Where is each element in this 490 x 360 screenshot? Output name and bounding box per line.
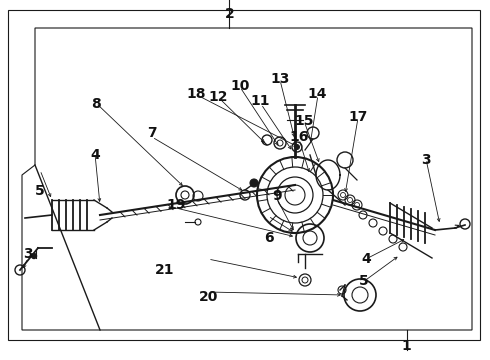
Circle shape [250,179,258,187]
Text: 5: 5 [359,274,368,288]
Text: 11: 11 [251,94,270,108]
Text: 21: 21 [154,263,174,277]
Text: 9: 9 [272,189,282,203]
Text: 20: 20 [198,290,218,304]
Text: 16: 16 [289,130,309,144]
Circle shape [31,253,36,258]
Text: 13: 13 [270,72,290,86]
Text: 4: 4 [362,252,371,266]
Text: 12: 12 [208,90,228,104]
Text: 7: 7 [147,126,157,140]
Text: 10: 10 [230,80,250,93]
Text: 17: 17 [348,110,368,124]
Text: 1: 1 [402,339,412,352]
Text: 18: 18 [186,87,206,100]
Text: 2: 2 [224,8,234,21]
Text: 8: 8 [91,98,100,111]
Text: 19: 19 [167,198,186,212]
Text: 5: 5 [35,184,45,198]
Text: 4: 4 [91,148,100,162]
Circle shape [294,144,299,149]
Text: 6: 6 [264,231,273,244]
Text: 14: 14 [308,87,327,100]
Text: 3: 3 [421,153,431,167]
Text: 15: 15 [294,114,314,127]
Text: 3: 3 [24,247,33,261]
